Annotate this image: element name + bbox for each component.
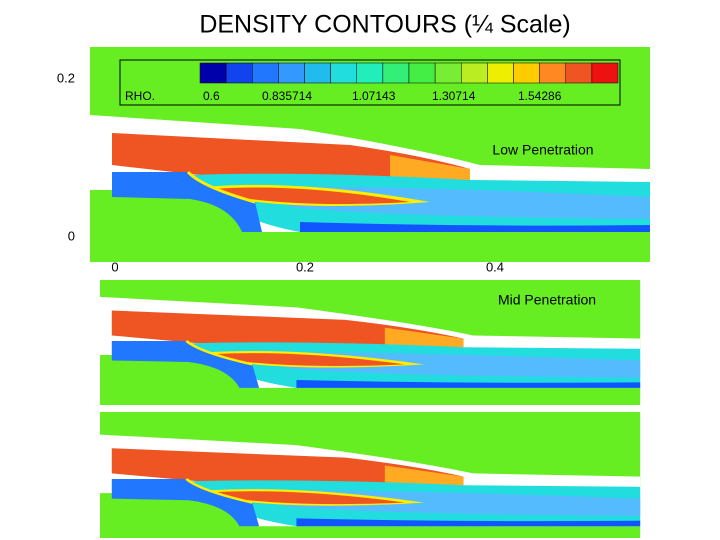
legend-label: RHO. — [125, 89, 155, 103]
panel-label: Mid Penetration — [498, 292, 596, 308]
color-swatch — [487, 62, 514, 84]
panel-2: Mid Penetration — [100, 280, 642, 405]
color-bar — [199, 62, 619, 84]
color-swatch — [356, 62, 384, 84]
y-tick-label: 0 — [68, 228, 75, 243]
legend-value: 0.835714 — [262, 89, 312, 103]
color-swatch — [278, 62, 305, 84]
color-swatch — [330, 62, 357, 84]
legend-value: 1.30714 — [432, 89, 476, 103]
y-tick-label: 0.2 — [57, 70, 75, 85]
color-swatch — [513, 62, 540, 84]
x-tick-label: 0.2 — [296, 259, 314, 274]
x-tick-label: 0.4 — [486, 259, 504, 274]
color-swatch — [199, 62, 227, 84]
legend-box — [119, 59, 621, 106]
color-swatch — [539, 62, 566, 84]
color-swatch — [304, 62, 331, 84]
color-swatch — [461, 62, 488, 84]
panel-1: RHO. 0.6 0.835714 1.07143 1.30714 1.5428… — [57, 45, 652, 274]
color-swatch — [382, 62, 410, 84]
x-tick-label: 0 — [111, 259, 118, 274]
color-swatch — [434, 62, 462, 84]
color-swatch — [225, 62, 253, 84]
legend-value: 1.54286 — [518, 89, 562, 103]
legend-value: 0.6 — [203, 89, 220, 103]
title: DENSITY CONTOURS (¼ Scale) — [199, 11, 570, 39]
color-swatch — [565, 62, 593, 84]
color-swatch — [591, 62, 619, 84]
color-swatch — [408, 62, 436, 84]
panel-label: Low Penetration — [492, 142, 593, 158]
color-swatch — [252, 62, 279, 84]
legend-value: 1.07143 — [352, 89, 396, 103]
